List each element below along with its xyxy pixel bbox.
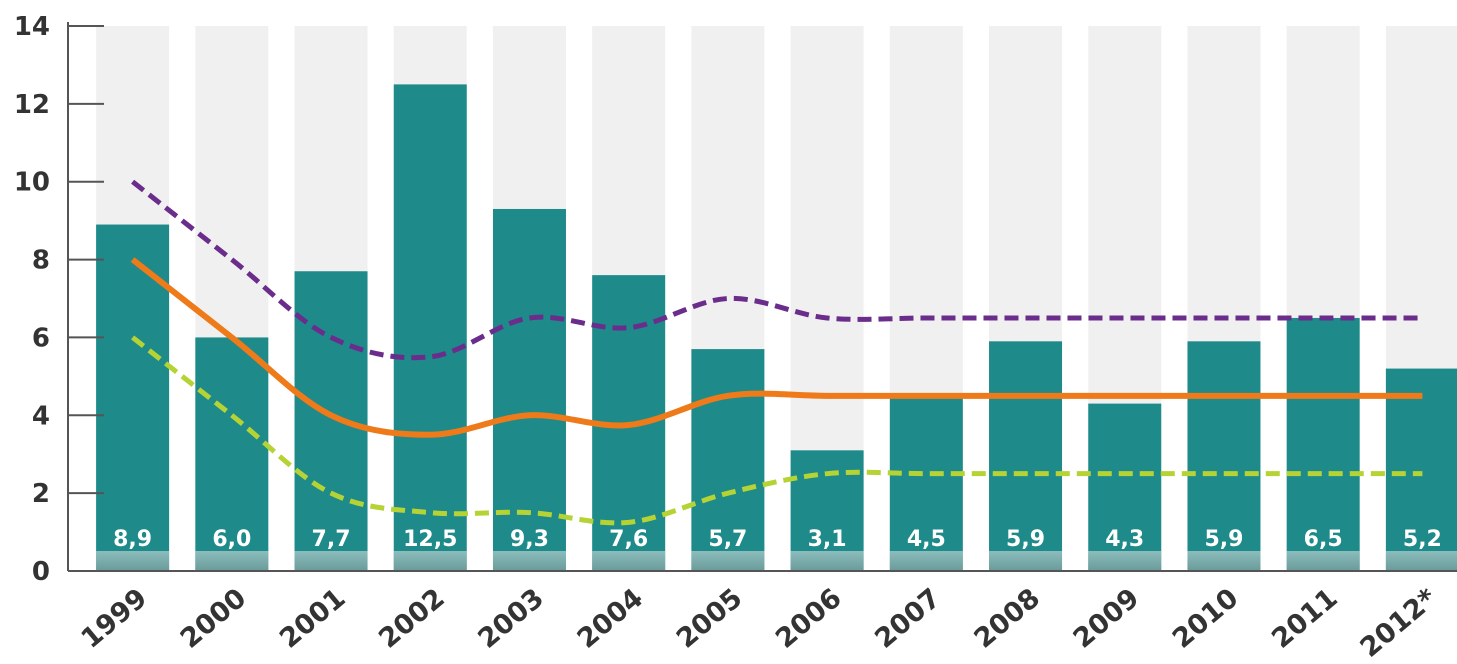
- bar-base-strip: [1187, 551, 1261, 571]
- x-tick-label-2000: 2000: [175, 583, 252, 655]
- value-label-2012*: 5,2: [1403, 527, 1442, 552]
- x-tick-label-1999: 1999: [76, 583, 153, 655]
- y-tick-label-2: 2: [32, 479, 50, 509]
- value-label-2002: 12,5: [403, 527, 457, 552]
- x-tick-label-2012*: 2012*: [1355, 583, 1443, 664]
- bar-base-strip: [1385, 551, 1457, 571]
- y-tick-label-14: 14: [14, 12, 50, 42]
- x-tick-label-2003: 2003: [472, 583, 549, 655]
- bar-2010: [1187, 341, 1261, 571]
- value-label-2004: 7,6: [609, 527, 648, 552]
- x-tick-label-2001: 2001: [274, 583, 351, 655]
- bar-base-strip: [691, 551, 765, 571]
- series-line-2: [131, 335, 1423, 526]
- y-tick-label-12: 12: [14, 90, 50, 120]
- x-tick-label-2009: 2009: [1068, 583, 1145, 655]
- bar-2002: [393, 84, 467, 572]
- bar-base-strip: [592, 551, 666, 571]
- value-label-1999: 8,9: [113, 527, 152, 552]
- value-label-2008: 5,9: [1006, 527, 1045, 552]
- bar-base-strip: [492, 551, 566, 571]
- value-label-2010: 5,9: [1204, 527, 1243, 552]
- value-label-2011: 6,5: [1304, 527, 1343, 552]
- bar-base-strip: [294, 551, 368, 571]
- x-tick-label-2004: 2004: [572, 583, 649, 655]
- series-line-0: [131, 179, 1423, 361]
- y-tick-label-10: 10: [14, 168, 50, 198]
- bar-2009: [1088, 403, 1162, 571]
- bar-2000: [195, 337, 269, 571]
- x-tick-label-2007: 2007: [869, 583, 946, 655]
- bar-base-strip: [393, 551, 467, 571]
- y-tick-label-6: 6: [32, 323, 50, 353]
- bar-2012*: [1385, 368, 1457, 571]
- bar-2008: [989, 341, 1063, 571]
- bar-base-strip: [989, 551, 1063, 571]
- bar-base-strip: [889, 551, 963, 571]
- value-label-2007: 4,5: [907, 527, 946, 552]
- bar-2007: [889, 395, 963, 571]
- x-tick-label-2005: 2005: [671, 583, 748, 655]
- x-tick-label-2006: 2006: [770, 583, 847, 655]
- value-label-2001: 7,7: [312, 527, 351, 552]
- bar-base-strip: [195, 551, 269, 571]
- value-label-2005: 5,7: [708, 527, 747, 552]
- bar-2005: [691, 349, 765, 571]
- value-label-2009: 4,3: [1105, 527, 1144, 552]
- value-label-2000: 6,0: [212, 527, 251, 552]
- value-label-2006: 3,1: [808, 527, 847, 552]
- series-line-1: [130, 257, 1423, 438]
- x-tick-label-2011: 2011: [1266, 583, 1343, 655]
- y-tick-label-8: 8: [32, 246, 50, 276]
- bar-2003: [492, 208, 566, 571]
- x-tick-label-2010: 2010: [1167, 583, 1244, 655]
- x-tick-label-2008: 2008: [969, 583, 1046, 655]
- y-tick-label-4: 4: [32, 401, 50, 431]
- bar-base-strip: [1088, 551, 1162, 571]
- bar-2011: [1286, 317, 1360, 571]
- x-tick-label-2002: 2002: [373, 583, 450, 655]
- bar-base-strip: [790, 551, 864, 571]
- bar-base-strip: [1286, 551, 1360, 571]
- y-tick-label-0: 0: [32, 557, 50, 587]
- bar-base-strip: [96, 551, 170, 571]
- value-label-2003: 9,3: [510, 527, 549, 552]
